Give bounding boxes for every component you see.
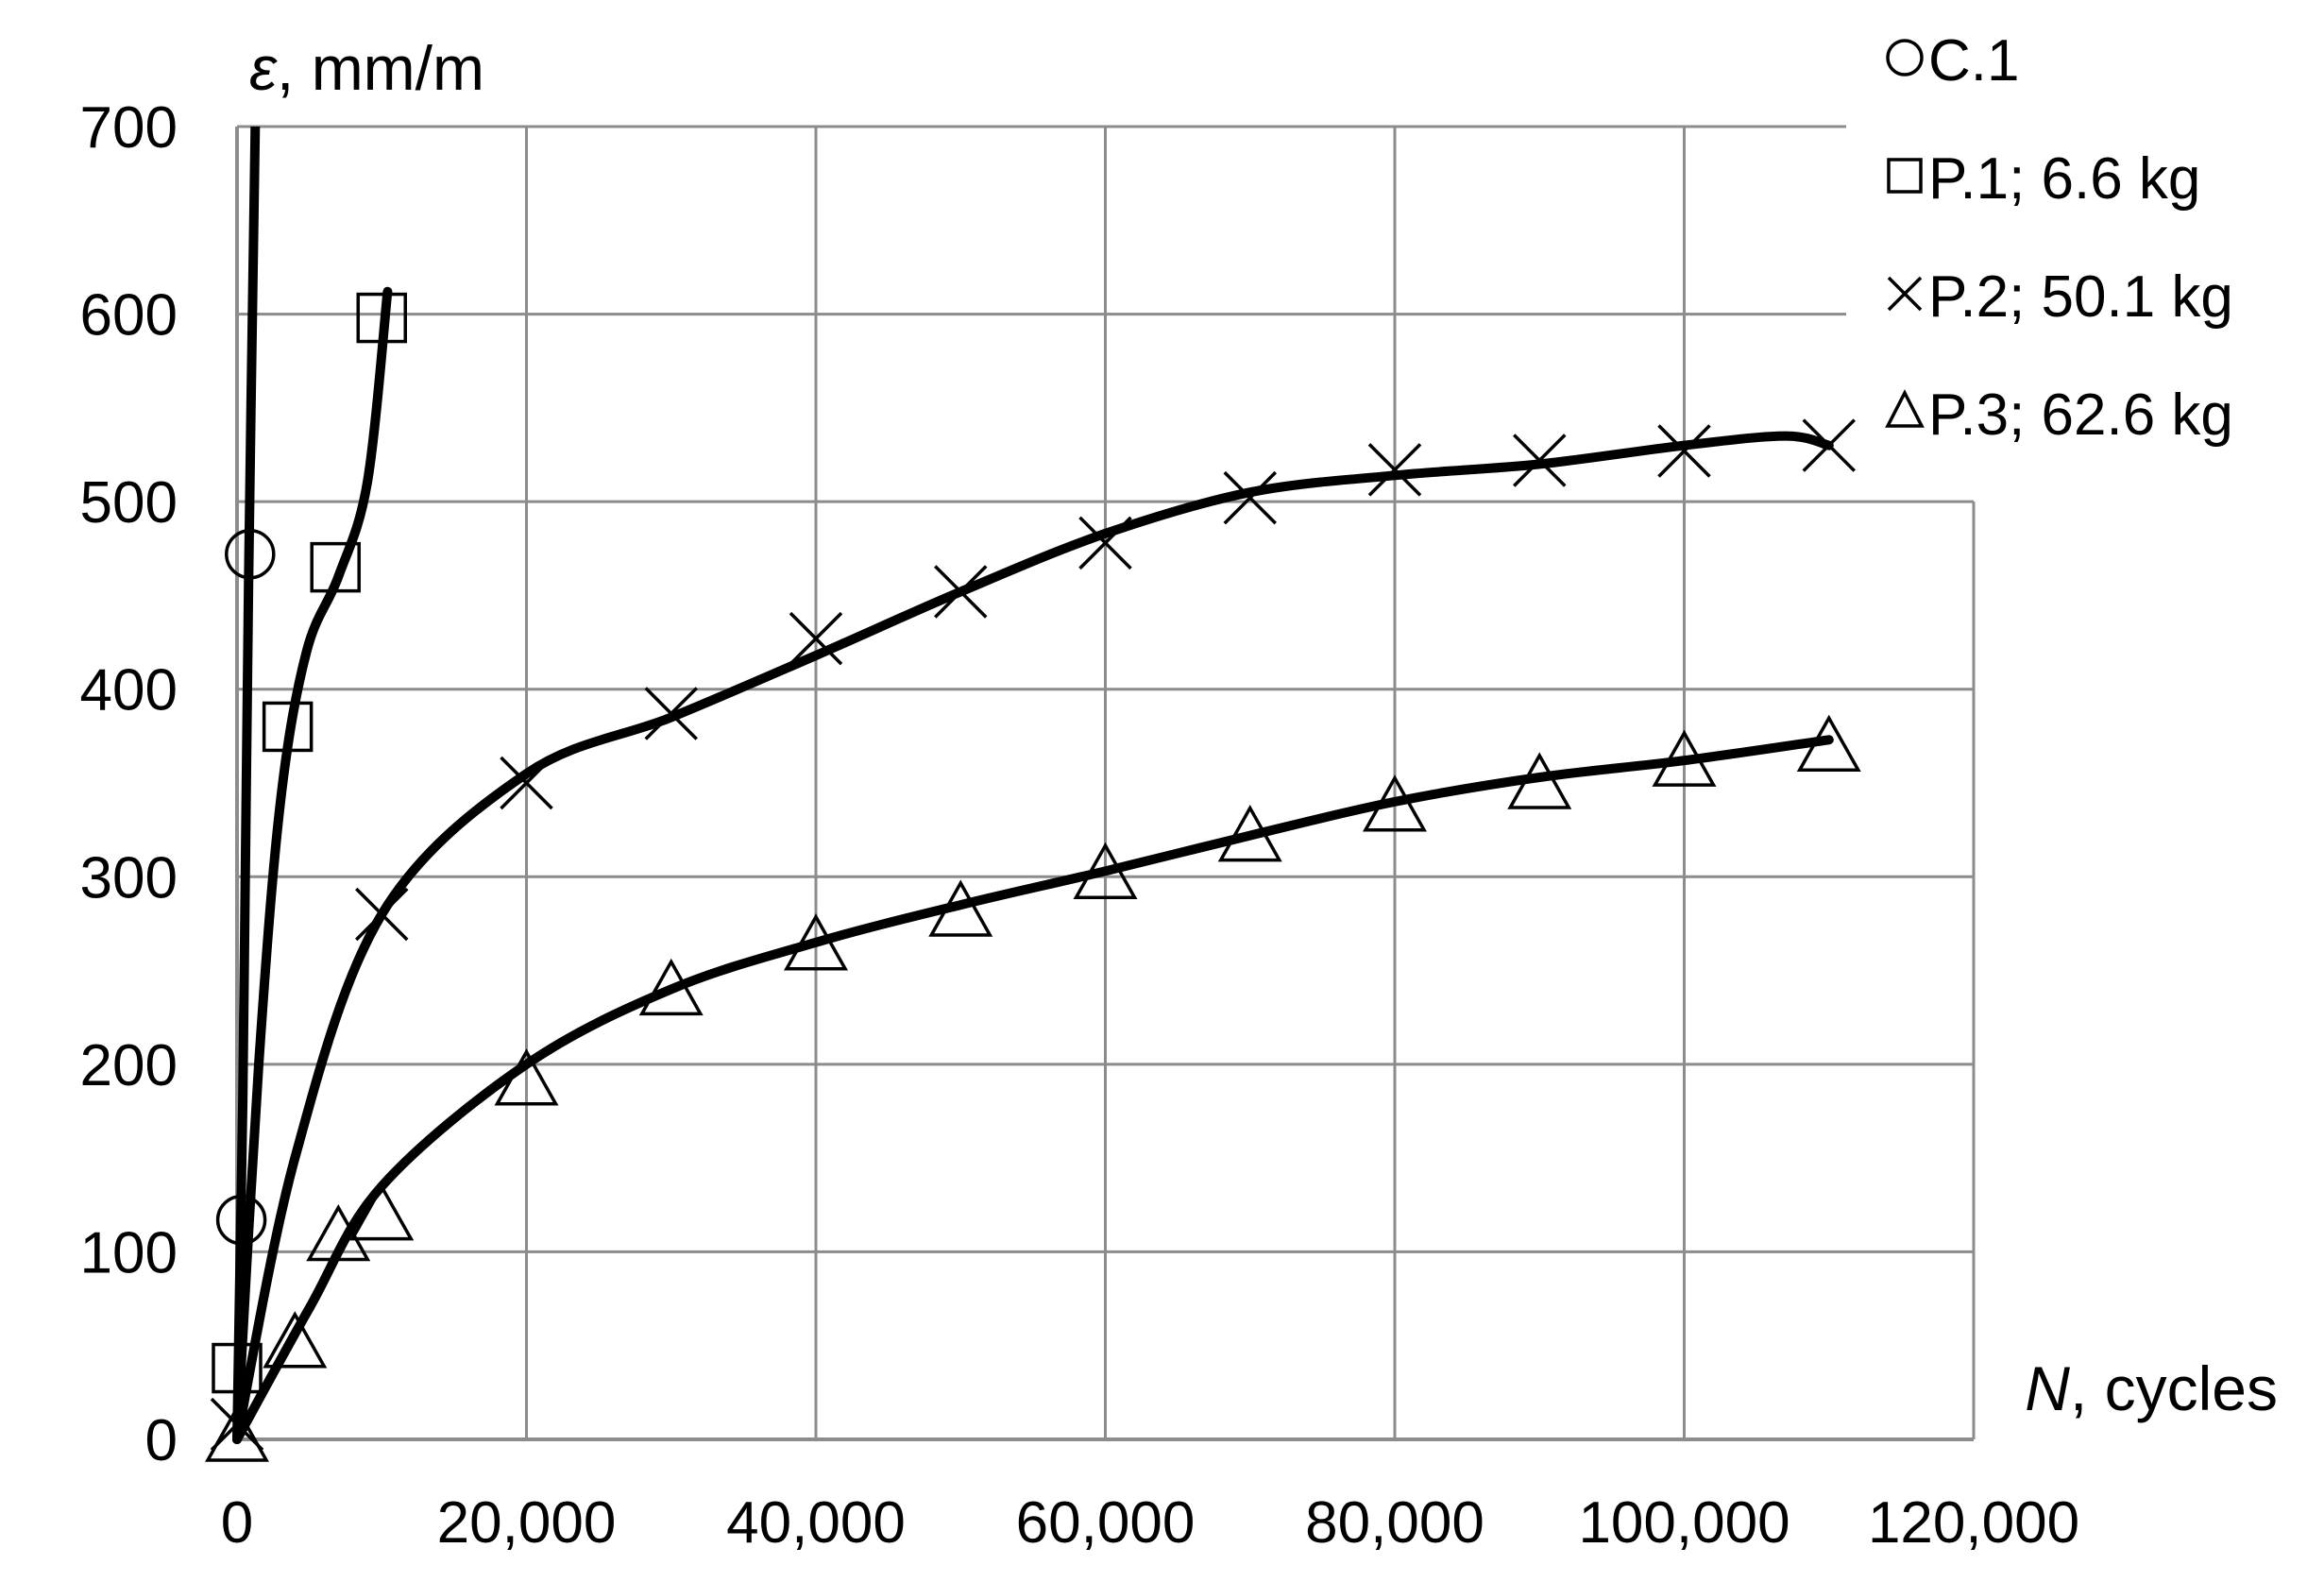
x-tick-label: 40,000 bbox=[726, 1490, 906, 1556]
data-point-triangle bbox=[638, 958, 704, 1016]
x-tick-label: 20,000 bbox=[437, 1490, 617, 1556]
y-tick-label: 700 bbox=[80, 95, 178, 161]
y-tick-label: 300 bbox=[80, 845, 178, 910]
axis-titles: ε, mm/m N, cycles bbox=[249, 33, 2278, 1423]
data-point-x bbox=[1078, 516, 1132, 570]
legend-label: P.3; 62.6 kg bbox=[1928, 383, 2233, 448]
x-tick-label: 0 bbox=[221, 1490, 253, 1556]
legend-item-square: P.1; 6.6 kg bbox=[1887, 146, 2200, 212]
x-tick-label: 80,000 bbox=[1305, 1490, 1484, 1556]
series-line-x bbox=[232, 431, 1834, 1444]
legend-circle-icon bbox=[1886, 39, 1924, 77]
y-axis-unit: , mm/m bbox=[277, 33, 484, 103]
data-point-triangle bbox=[205, 1404, 269, 1462]
legend-label: P.2; 50.1 kg bbox=[1928, 264, 2233, 330]
series-line-circle bbox=[232, 127, 261, 1444]
y-tick-label: 500 bbox=[80, 470, 178, 536]
y-tick-label: 0 bbox=[145, 1408, 178, 1473]
data-point-x bbox=[1657, 424, 1711, 478]
data-point-triangle bbox=[306, 1203, 371, 1262]
legend-x-icon bbox=[1887, 276, 1923, 312]
data-point-x bbox=[1802, 418, 1856, 472]
data-point-triangle bbox=[1796, 714, 1861, 773]
y-axis-label: ε, mm/m bbox=[249, 33, 484, 103]
data-point-triangle bbox=[349, 1183, 415, 1241]
data-point-x bbox=[644, 687, 698, 740]
data-markers bbox=[205, 292, 1861, 1462]
x-axis-label: N, cycles bbox=[2025, 1353, 2278, 1423]
y-tick-label: 400 bbox=[80, 658, 178, 723]
data-point-circle bbox=[225, 528, 276, 580]
x-tick-label: 60,000 bbox=[1016, 1490, 1196, 1556]
data-point-triangle bbox=[784, 913, 848, 971]
tick-labels: 0 100 200 300 400 500 600 700 0 20,000 40,000 60,00… bbox=[80, 95, 2080, 1556]
data-point-x bbox=[789, 611, 843, 666]
data-point-square bbox=[212, 1342, 263, 1394]
data-point-square bbox=[310, 541, 361, 593]
legend-label: P.1; 6.6 kg bbox=[1928, 146, 2200, 212]
y-tick-label: 200 bbox=[80, 1033, 178, 1098]
legend-triangle-icon bbox=[1885, 389, 1925, 428]
legend-item-triangle: P.3; 62.6 kg bbox=[1885, 383, 2233, 448]
data-point-x bbox=[934, 565, 988, 619]
data-point-x bbox=[1513, 434, 1567, 487]
legend: C.1 P.1; 6.6 kg P.2; 50.1 kg P.3; 62.6 kg bbox=[1885, 28, 2233, 448]
y-tick-label: 600 bbox=[80, 283, 178, 349]
legend-item-x: P.2; 50.1 kg bbox=[1887, 264, 2233, 330]
series-line-square bbox=[232, 286, 393, 1444]
x-axis-variable: N bbox=[2025, 1353, 2070, 1423]
legend-label: C.1 bbox=[1928, 28, 2019, 94]
legend-item-circle: C.1 bbox=[1886, 28, 2019, 94]
data-point-triangle bbox=[263, 1311, 328, 1369]
y-axis-variable: ε bbox=[249, 33, 278, 103]
data-point-circle bbox=[215, 1194, 267, 1246]
data-point-triangle bbox=[1507, 752, 1572, 809]
data-point-square bbox=[356, 292, 407, 344]
legend-square-icon bbox=[1887, 158, 1923, 194]
data-point-triangle bbox=[1073, 842, 1138, 900]
data-point-x bbox=[1367, 443, 1422, 497]
data-point-triangle bbox=[928, 879, 993, 937]
x-tick-label: 100,000 bbox=[1578, 1490, 1790, 1556]
data-point-square bbox=[262, 701, 314, 753]
data-point-triangle bbox=[494, 1048, 559, 1106]
data-point-x bbox=[355, 887, 409, 942]
data-point-x bbox=[500, 756, 553, 810]
x-axis-unit: , cycles bbox=[2070, 1353, 2278, 1423]
x-tick-label: 120,000 bbox=[1868, 1490, 2079, 1556]
y-tick-label: 100 bbox=[80, 1220, 178, 1285]
data-point-triangle bbox=[1363, 774, 1427, 832]
data-point-triangle bbox=[1652, 729, 1717, 787]
data-point-triangle bbox=[1217, 805, 1282, 862]
data-point-x bbox=[1223, 470, 1277, 525]
